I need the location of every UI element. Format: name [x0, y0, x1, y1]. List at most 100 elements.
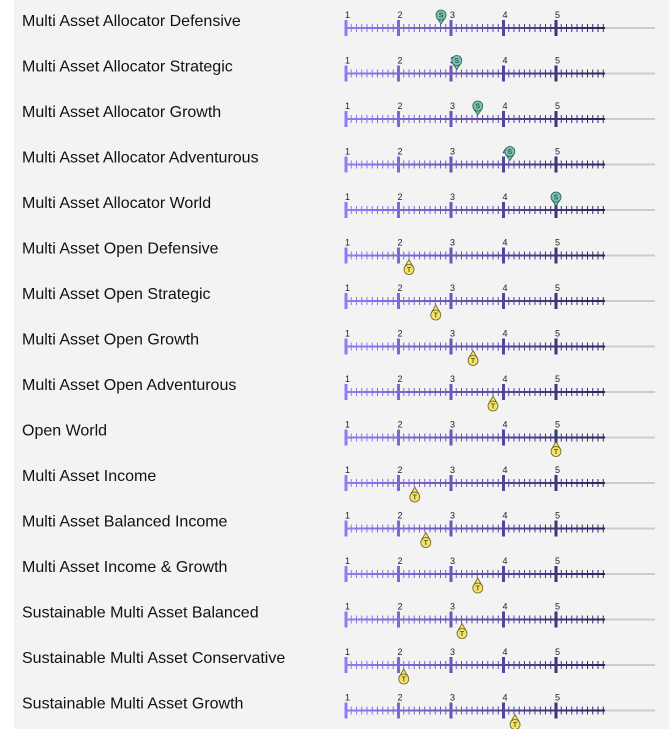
marker-letter: T — [554, 449, 559, 456]
tick-label: 4 — [503, 192, 508, 202]
tick-label: 3 — [450, 329, 455, 339]
tick-label: 3 — [450, 283, 455, 293]
marker-circle — [504, 146, 516, 157]
tick-label: 5 — [555, 329, 560, 339]
marker-letter: T — [402, 676, 407, 683]
marker-circle — [472, 582, 484, 594]
tick-label: 1 — [345, 238, 350, 248]
marker-letter: T — [513, 722, 518, 729]
risk-marker: T — [467, 349, 479, 366]
tick-label: 3 — [450, 465, 455, 475]
tick-label: 5 — [555, 101, 560, 111]
tick-label: 3 — [450, 693, 455, 703]
tick-label: 1 — [345, 647, 350, 657]
risk-marker: S — [550, 191, 562, 207]
fund-name: Multi Asset Open Defensive — [22, 241, 219, 258]
tick-label: 1 — [345, 374, 350, 384]
tick-label: 4 — [503, 10, 508, 20]
marker-letter: T — [460, 631, 465, 638]
tick-label: 5 — [555, 511, 560, 521]
tick-label: 2 — [398, 10, 403, 20]
fund-name: Multi Asset Allocator World — [22, 195, 211, 212]
risk-marker: T — [409, 486, 421, 503]
tick-label: 1 — [345, 693, 350, 703]
tick-label: 3 — [450, 602, 455, 612]
tick-label: 2 — [398, 420, 403, 430]
marker-circle — [435, 9, 447, 21]
marker-circle — [467, 355, 479, 366]
marker-circle — [550, 191, 562, 203]
marker-letter: S — [475, 103, 480, 110]
tick-label: 1 — [345, 420, 350, 430]
tick-label: 5 — [555, 693, 560, 703]
marker-circle — [550, 446, 562, 457]
risk-marker: T — [487, 395, 499, 412]
marker-letter: T — [407, 267, 412, 274]
marker-circle — [420, 537, 432, 548]
risk-marker: S — [451, 55, 463, 71]
marker-letter: T — [424, 540, 429, 547]
tick-label: 4 — [503, 283, 508, 293]
tick-label: 2 — [398, 602, 403, 612]
risk-marker: T — [430, 304, 442, 321]
tick-label: 4 — [503, 465, 508, 475]
marker-circle — [509, 719, 521, 729]
fund-name: Multi Asset Allocator Growth — [22, 104, 221, 121]
tick-label: 2 — [398, 147, 403, 157]
tick-label: 5 — [555, 374, 560, 384]
tick-label: 5 — [555, 147, 560, 157]
tick-label: 2 — [398, 283, 403, 293]
fund-name: Multi Asset Allocator Strategic — [22, 59, 233, 76]
marker-circle — [487, 400, 499, 412]
tick-label: 2 — [398, 693, 403, 703]
tick-label: 5 — [555, 420, 560, 430]
tick-label: 2 — [398, 192, 403, 202]
tick-label: 3 — [450, 10, 455, 20]
marker-letter: S — [454, 58, 459, 65]
tick-label: 1 — [345, 283, 350, 293]
risk-marker: T — [420, 531, 432, 548]
risk-marker: T — [398, 668, 410, 685]
fund-name: Sustainable Multi Asset Balanced — [22, 605, 259, 622]
risk-marker: S — [504, 146, 516, 162]
tick-label: 5 — [555, 10, 560, 20]
marker-letter: T — [491, 403, 496, 410]
risk-marker: S — [435, 9, 447, 25]
fund-name: Sustainable Multi Asset Conservative — [22, 650, 285, 667]
tick-label: 5 — [555, 238, 560, 248]
tick-label: 1 — [345, 56, 350, 66]
tick-label: 5 — [555, 602, 560, 612]
marker-letter: T — [434, 312, 439, 319]
marker-letter: S — [554, 194, 559, 201]
tick-label: 3 — [450, 420, 455, 430]
fund-name: Open World — [22, 423, 107, 440]
tick-label: 3 — [450, 101, 455, 111]
tick-label: 3 — [450, 374, 455, 384]
tick-label: 2 — [398, 465, 403, 475]
tick-label: 5 — [555, 556, 560, 566]
tick-label: 1 — [345, 192, 350, 202]
risk-marker: S — [472, 100, 484, 116]
fund-name: Multi Asset Balanced Income — [22, 514, 228, 531]
marker-letter: T — [471, 358, 476, 365]
tick-label: 4 — [503, 374, 508, 384]
marker-circle — [398, 673, 410, 685]
tick-label: 5 — [555, 283, 560, 293]
tick-label: 1 — [345, 147, 350, 157]
marker-circle — [409, 491, 421, 503]
risk-marker: T — [472, 577, 484, 594]
marker-letter: S — [507, 149, 512, 156]
tick-label: 5 — [555, 465, 560, 475]
risk-marker: T — [456, 622, 468, 639]
marker-circle — [451, 55, 463, 66]
marker-letter: S — [439, 12, 444, 19]
fund-name: Multi Asset Open Adventurous — [22, 377, 236, 394]
tick-label: 3 — [450, 238, 455, 248]
marker-letter: T — [413, 494, 418, 501]
fund-name: Multi Asset Income — [22, 468, 156, 485]
tick-label: 1 — [345, 556, 350, 566]
marker-circle — [430, 309, 442, 321]
tick-label: 4 — [503, 101, 508, 111]
tick-label: 4 — [503, 56, 508, 66]
tick-label: 3 — [450, 192, 455, 202]
